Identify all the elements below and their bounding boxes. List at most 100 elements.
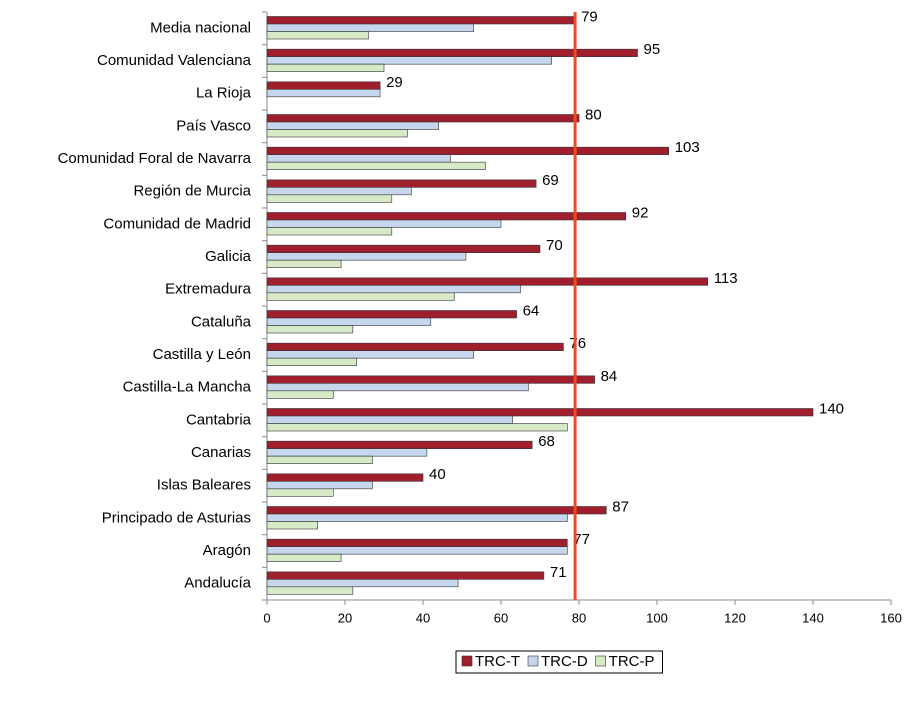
bar	[266, 375, 595, 384]
data-label: 113	[714, 270, 738, 287]
bar	[266, 415, 513, 424]
bar	[266, 81, 381, 90]
data-label: 76	[569, 335, 586, 352]
bar	[266, 357, 357, 366]
bar	[266, 408, 814, 417]
x-tick-label: 120	[724, 610, 746, 625]
bar	[266, 212, 627, 221]
y-tick-label: Comunidad Foral de Navarra	[58, 150, 252, 167]
y-tick-label: Extremadura	[165, 281, 252, 298]
bar	[266, 154, 451, 163]
y-tick-label: Canarias	[191, 444, 251, 461]
y-tick-label: Comunidad Valenciana	[97, 52, 252, 69]
data-label: 77	[573, 531, 590, 548]
bar	[266, 481, 373, 490]
y-tick-label: Principado de Asturias	[102, 509, 251, 526]
data-label: 80	[585, 106, 602, 123]
legend-label: TRC-P	[609, 653, 655, 670]
bar	[266, 23, 474, 32]
data-label: 140	[819, 400, 844, 417]
y-tick-label: Media nacional	[150, 19, 251, 36]
x-tick-label: 40	[416, 610, 430, 625]
x-tick-label: 80	[572, 610, 586, 625]
y-tick-label: Galicia	[205, 248, 252, 265]
bar	[266, 440, 533, 449]
data-label: 79	[581, 8, 598, 25]
bar	[266, 350, 474, 359]
bar	[266, 586, 354, 595]
y-tick-label: País Vasco	[176, 117, 251, 134]
bar	[266, 546, 568, 555]
data-label: 92	[632, 204, 649, 221]
bar	[266, 473, 424, 482]
bar	[266, 325, 354, 334]
bar	[266, 310, 517, 319]
x-tick-label: 60	[494, 610, 508, 625]
bar	[266, 448, 428, 457]
y-tick-label: Aragón	[203, 542, 251, 559]
x-tick-label: 20	[338, 610, 352, 625]
bar	[266, 259, 342, 268]
bar	[266, 252, 467, 261]
bar	[266, 129, 408, 138]
bar	[266, 277, 709, 286]
bar	[266, 506, 607, 515]
legend-swatch	[527, 655, 539, 667]
data-label: 84	[601, 368, 618, 385]
bar	[266, 383, 529, 392]
bar	[266, 285, 521, 294]
bar	[266, 179, 537, 188]
y-tick-label: Cataluña	[191, 313, 252, 330]
data-label: 95	[644, 41, 661, 58]
bar	[266, 342, 564, 351]
y-tick-label: Cantabria	[186, 411, 252, 428]
bar	[266, 579, 459, 588]
data-label: 64	[523, 302, 540, 319]
data-label: 69	[542, 172, 559, 189]
data-label: 68	[538, 433, 555, 450]
x-tick-label: 160	[880, 610, 902, 625]
bar	[266, 31, 369, 40]
bar	[266, 121, 439, 130]
legend	[455, 650, 663, 674]
data-label: 71	[550, 564, 567, 581]
bar	[266, 89, 381, 98]
legend-label: TRC-D	[541, 653, 588, 670]
x-tick-label: 0	[263, 610, 270, 625]
bar	[266, 219, 502, 228]
bar	[266, 390, 334, 399]
bar	[266, 187, 412, 196]
bar	[266, 455, 373, 464]
bar	[266, 146, 670, 155]
bar	[266, 56, 553, 65]
bar	[266, 553, 342, 562]
x-tick-label: 140	[802, 610, 824, 625]
bar	[266, 423, 568, 432]
y-tick-label: Castilla-La Mancha	[123, 379, 252, 396]
bar	[266, 194, 393, 203]
bar	[266, 292, 455, 301]
bar	[266, 48, 638, 57]
bar	[266, 488, 334, 497]
bar	[266, 513, 568, 522]
legend-label: TRC-T	[475, 653, 520, 670]
legend-swatch	[461, 655, 473, 667]
bar	[266, 571, 545, 580]
data-label: 103	[675, 139, 700, 156]
bar	[266, 521, 319, 530]
data-label: 40	[429, 466, 446, 483]
bar	[266, 114, 580, 123]
bar	[266, 244, 541, 253]
bar	[266, 16, 576, 25]
bar	[266, 227, 393, 236]
x-tick-label: 100	[646, 610, 668, 625]
data-label: 70	[546, 237, 563, 254]
data-label: 87	[612, 498, 629, 515]
y-tick-label: La Rioja	[196, 85, 252, 102]
bar	[266, 161, 486, 170]
y-tick-label: Región de Murcia	[133, 183, 251, 200]
bar	[266, 317, 432, 326]
y-tick-label: Andalucía	[184, 575, 251, 592]
bar	[266, 63, 385, 72]
